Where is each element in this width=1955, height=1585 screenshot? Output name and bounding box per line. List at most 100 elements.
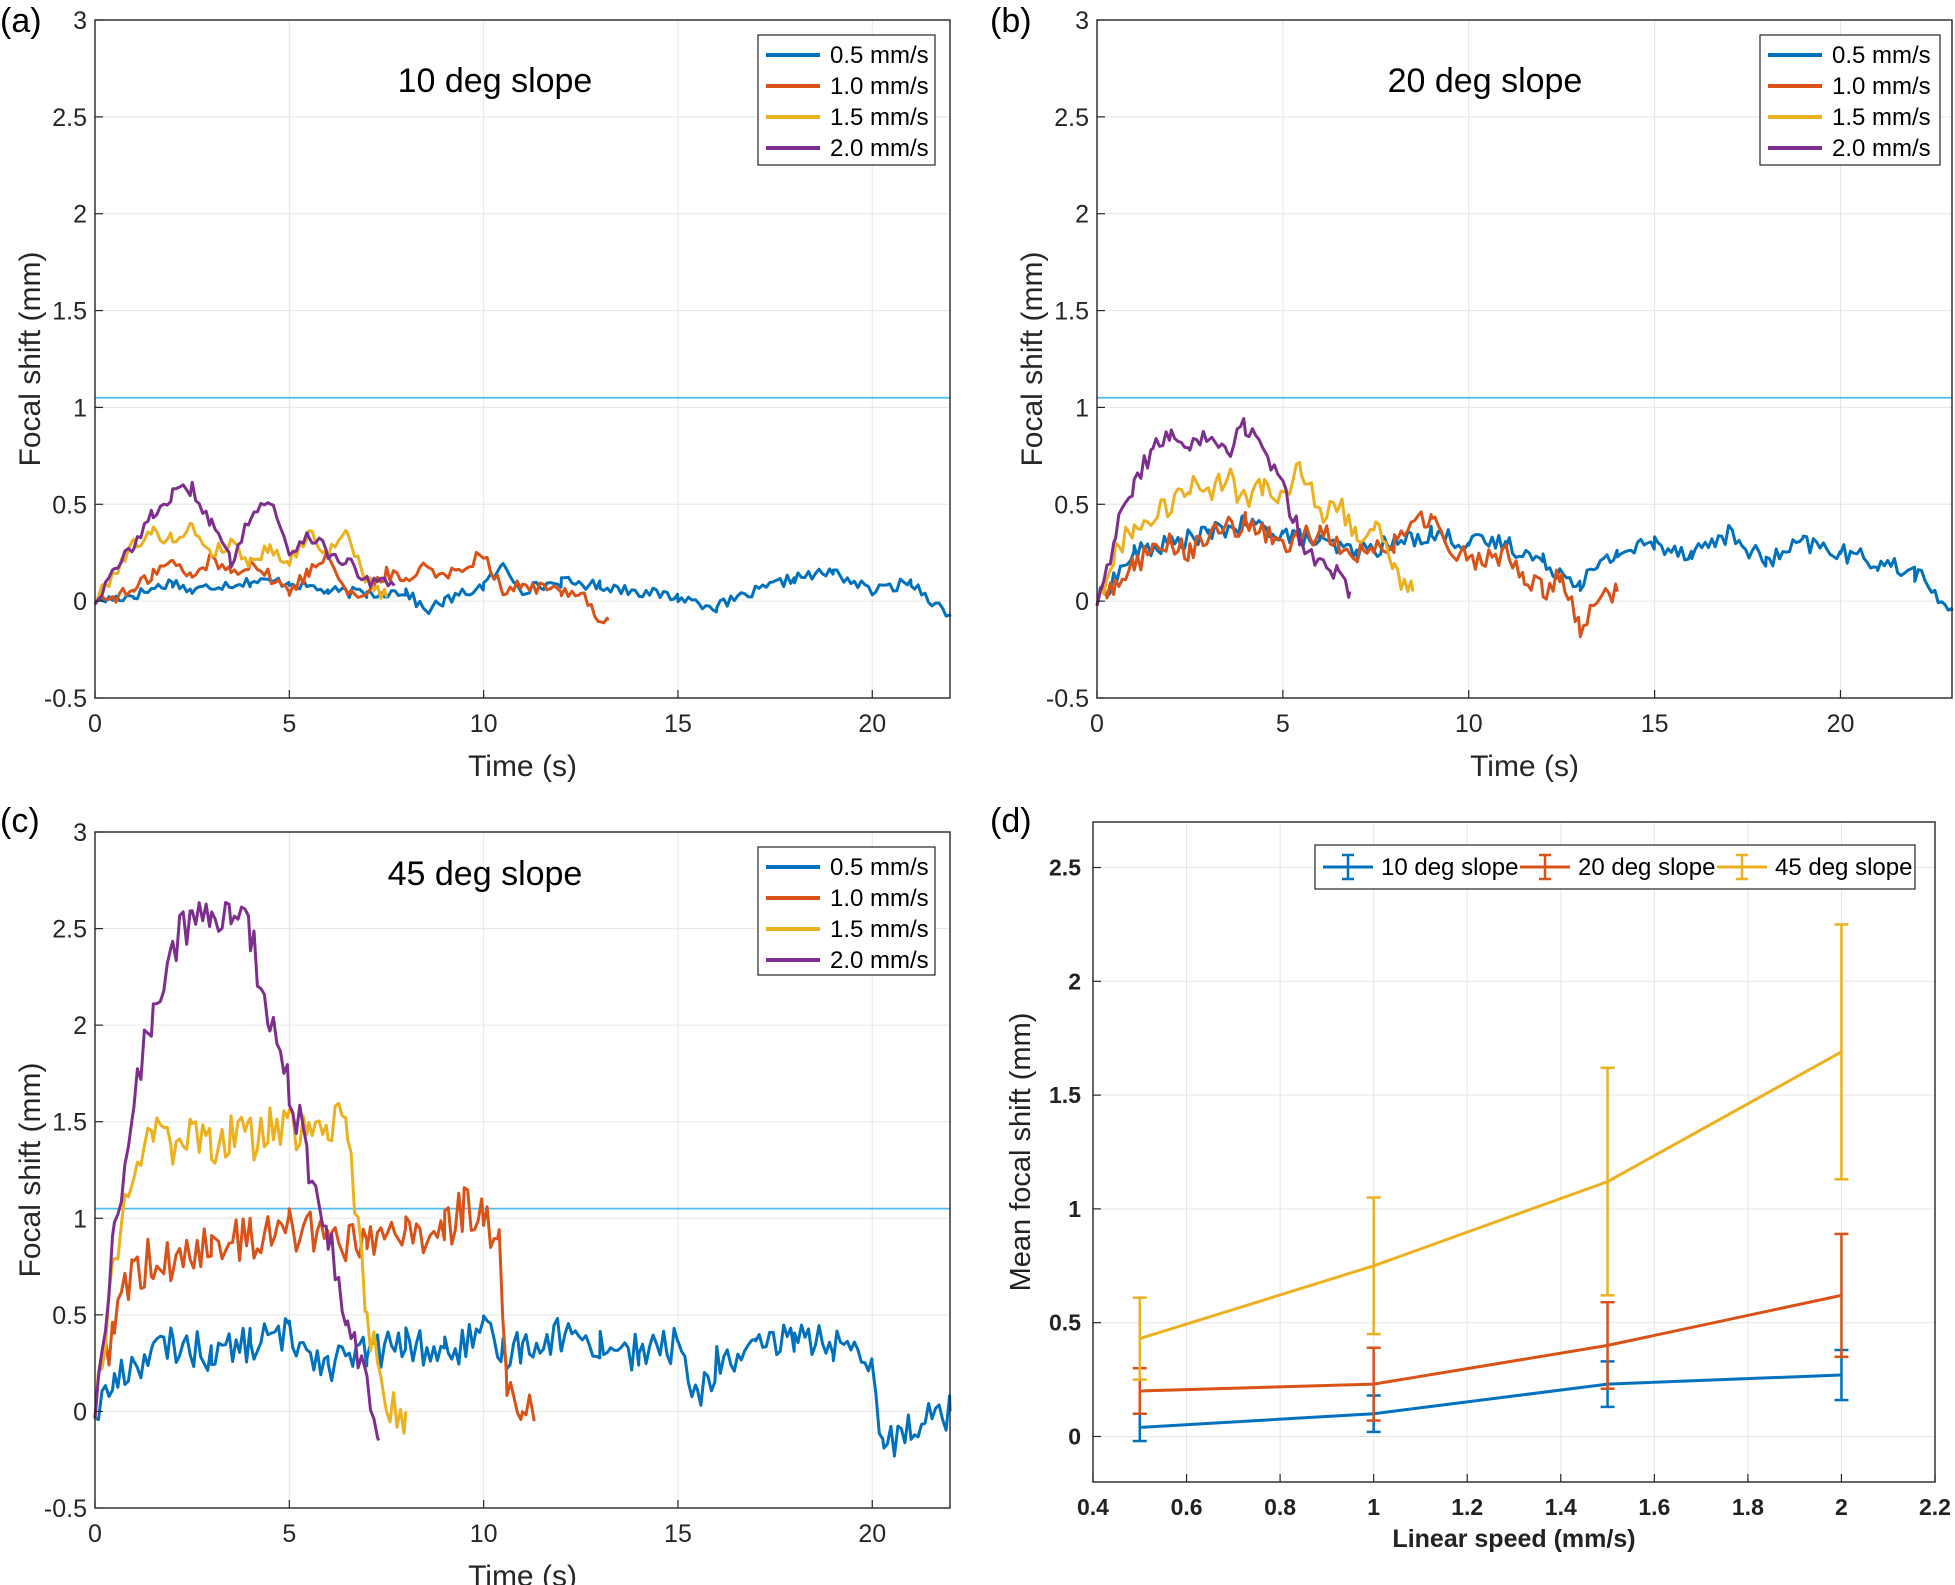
y-axis-label: Focal shift (mm): [1016, 251, 1049, 466]
axes-box: [1092, 821, 1936, 1483]
series-line-0-5-mm-s: [94, 1314, 952, 1458]
y-axis-label: Focal shift (mm): [14, 251, 47, 466]
series-line-1-5-mm-s: [1095, 460, 1415, 607]
x-tick-label: 1.6: [1638, 1494, 1670, 1520]
y-tick-label: -0.5: [1046, 685, 1089, 713]
y-tick-label: 1: [73, 394, 87, 422]
legend-label: 0.5 mm/s: [830, 42, 929, 69]
series-line-1-0-mm-s: [93, 1186, 536, 1422]
x-tick-label: 2: [1835, 1494, 1848, 1520]
legend-label: 1.5 mm/s: [830, 916, 929, 943]
y-tick-label: 2: [1075, 201, 1089, 229]
x-tick-label: 0.8: [1264, 1494, 1296, 1520]
x-tick-label: 10: [470, 710, 498, 738]
y-tick-label: 1: [1075, 394, 1089, 422]
y-tick-label: 1.5: [1049, 1082, 1081, 1108]
y-tick-label: 0: [73, 588, 87, 616]
x-tick-label: 1.2: [1451, 1494, 1483, 1520]
y-tick-label: 2: [73, 201, 87, 229]
x-tick-label: 2.2: [1919, 1494, 1951, 1520]
plot-area: [1093, 822, 1935, 1482]
y-tick-label: -0.5: [44, 685, 87, 713]
series-line-1-5-mm-s: [93, 1101, 408, 1435]
legend-label: 2.0 mm/s: [1832, 135, 1931, 162]
x-axis-label: Time (s): [1470, 750, 1579, 783]
legend-label: 0.5 mm/s: [830, 854, 929, 881]
panel-label: (a): [0, 2, 42, 40]
x-tick-label: 5: [1276, 710, 1290, 738]
y-tick-label: 0: [1068, 1423, 1081, 1449]
axes-box: [94, 831, 951, 1509]
x-tick-label: 15: [664, 710, 692, 738]
x-tick-label: 1.4: [1545, 1494, 1577, 1520]
y-tick-label: 0.5: [52, 1302, 87, 1330]
x-tick-label: 0: [88, 1520, 102, 1548]
y-tick-label: 3: [73, 819, 87, 847]
x-tick-label: 1: [1367, 1494, 1380, 1520]
y-tick-label: 2.5: [52, 916, 87, 944]
chart-title: 10 deg slope: [398, 62, 593, 100]
legend-label: 20 deg slope: [1578, 854, 1715, 881]
series-line-10-deg-slope: [1139, 1373, 1842, 1429]
y-tick-label: 3: [1075, 7, 1089, 35]
series-line-1-0-mm-s: [93, 550, 610, 625]
series-line-0-5-mm-s: [93, 562, 952, 618]
x-axis-label: Time (s): [468, 1560, 577, 1585]
x-tick-label: 0: [1090, 710, 1104, 738]
legend-label: 1.5 mm/s: [1832, 104, 1931, 131]
y-tick-label: 2: [73, 1012, 87, 1040]
legend-label: 45 deg slope: [1775, 854, 1912, 881]
y-tick-label: 1: [1068, 1196, 1081, 1222]
legend-label: 0.5 mm/s: [1832, 42, 1931, 69]
y-tick-label: 0: [73, 1398, 87, 1426]
x-tick-label: 20: [1827, 710, 1855, 738]
y-tick-label: 0.5: [1054, 491, 1089, 519]
x-axis-label: Time (s): [468, 750, 577, 783]
y-tick-label: 0.5: [52, 491, 87, 519]
x-tick-label: 5: [282, 1520, 296, 1548]
y-tick-label: 0.5: [1049, 1310, 1081, 1336]
series-line-2-0-mm-s: [93, 900, 381, 1441]
panel-label: (b): [990, 2, 1032, 40]
x-tick-label: 0: [88, 710, 102, 738]
series-line-2-0-mm-s: [93, 480, 396, 605]
x-tick-label: 10: [470, 1520, 498, 1548]
legend-label: 1.0 mm/s: [830, 73, 929, 100]
legend-box: [1314, 844, 1916, 890]
x-tick-label: 20: [858, 710, 886, 738]
y-tick-label: -0.5: [44, 1495, 87, 1523]
x-tick-label: 5: [282, 710, 296, 738]
panel-label: (c): [0, 802, 40, 840]
chart-title: 45 deg slope: [388, 855, 583, 893]
y-tick-label: 1.5: [52, 298, 87, 326]
series-line-2-0-mm-s: [1095, 417, 1352, 606]
legend-label: 2.0 mm/s: [830, 135, 929, 162]
x-tick-label: 10: [1455, 710, 1483, 738]
series-line-1-5-mm-s: [93, 521, 388, 605]
y-axis-label: Focal shift (mm): [14, 1062, 47, 1277]
axes-box: [1096, 19, 1953, 699]
legend-label: 2.0 mm/s: [830, 947, 929, 974]
y-tick-label: 0: [1075, 588, 1089, 616]
y-tick-label: 1.5: [1054, 298, 1089, 326]
series-line-20-deg-slope: [1139, 1293, 1842, 1393]
y-tick-label: 2.5: [52, 104, 87, 132]
chart-title: 20 deg slope: [1388, 62, 1583, 100]
legend-label: 1.0 mm/s: [830, 885, 929, 912]
axes-box: [94, 19, 951, 699]
series-line-1-0-mm-s: [1095, 510, 1619, 639]
x-tick-label: 0.4: [1077, 1494, 1109, 1520]
y-tick-label: 2.5: [1049, 855, 1081, 881]
y-axis-label: Mean focal shift (mm): [1005, 1013, 1037, 1292]
legend-label: 10 deg slope: [1381, 854, 1518, 881]
panel-d: 0.4 0.6 0.8 1 1.2 1.4 1.6 1.8 2 2.2 0 0.5 1 1.5 2 2.5 Li…: [990, 802, 1951, 1553]
x-tick-label: 15: [1641, 710, 1669, 738]
y-tick-label: 1.5: [52, 1109, 87, 1137]
x-tick-label: 0.6: [1171, 1494, 1203, 1520]
x-axis-label: Linear speed (mm/s): [1392, 1525, 1635, 1553]
y-tick-label: 1: [73, 1205, 87, 1233]
y-tick-label: 2.5: [1054, 104, 1089, 132]
